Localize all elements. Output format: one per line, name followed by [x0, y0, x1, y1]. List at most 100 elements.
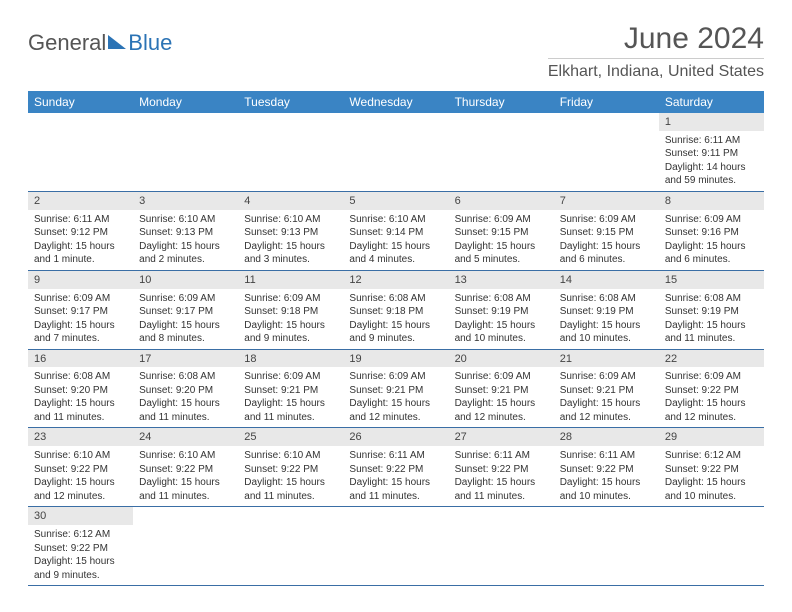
daylight-text: Daylight: 15 hours and 11 minutes. — [349, 476, 442, 503]
calendar-week: 16Sunrise: 6:08 AMSunset: 9:20 PMDayligh… — [28, 350, 764, 429]
sunset-text: Sunset: 9:14 PM — [349, 226, 442, 240]
weekday-label: Sunday — [28, 91, 133, 113]
day-body: Sunrise: 6:09 AMSunset: 9:21 PMDaylight:… — [554, 367, 659, 427]
sunrise-text: Sunrise: 6:09 AM — [244, 370, 337, 384]
sunrise-text: Sunrise: 6:09 AM — [665, 213, 758, 227]
calendar-day: 8Sunrise: 6:09 AMSunset: 9:16 PMDaylight… — [659, 192, 764, 270]
sunset-text: Sunset: 9:15 PM — [560, 226, 653, 240]
sunset-text: Sunset: 9:12 PM — [34, 226, 127, 240]
location-label: Elkhart, Indiana, United States — [548, 58, 764, 81]
day-body: Sunrise: 6:11 AMSunset: 9:22 PMDaylight:… — [449, 446, 554, 506]
daylight-text: Daylight: 15 hours and 4 minutes. — [349, 240, 442, 267]
day-number: 13 — [449, 271, 554, 289]
daylight-text: Daylight: 15 hours and 6 minutes. — [560, 240, 653, 267]
day-number: 4 — [238, 192, 343, 210]
sunrise-text: Sunrise: 6:09 AM — [139, 292, 232, 306]
sunset-text: Sunset: 9:21 PM — [244, 384, 337, 398]
calendar-day: 6Sunrise: 6:09 AMSunset: 9:15 PMDaylight… — [449, 192, 554, 270]
calendar-day-empty — [554, 507, 659, 585]
sunset-text: Sunset: 9:20 PM — [139, 384, 232, 398]
calendar-day: 3Sunrise: 6:10 AMSunset: 9:13 PMDaylight… — [133, 192, 238, 270]
day-number: 14 — [554, 271, 659, 289]
calendar-week: 9Sunrise: 6:09 AMSunset: 9:17 PMDaylight… — [28, 271, 764, 350]
day-number: 16 — [28, 350, 133, 368]
day-body: Sunrise: 6:11 AMSunset: 9:22 PMDaylight:… — [343, 446, 448, 506]
day-body: Sunrise: 6:09 AMSunset: 9:15 PMDaylight:… — [449, 210, 554, 270]
day-body: Sunrise: 6:10 AMSunset: 9:22 PMDaylight:… — [133, 446, 238, 506]
day-number: 24 — [133, 428, 238, 446]
day-number: 27 — [449, 428, 554, 446]
sunrise-text: Sunrise: 6:09 AM — [560, 213, 653, 227]
sunset-text: Sunset: 9:19 PM — [560, 305, 653, 319]
daylight-text: Daylight: 15 hours and 11 minutes. — [34, 397, 127, 424]
day-body: Sunrise: 6:09 AMSunset: 9:17 PMDaylight:… — [133, 289, 238, 349]
calendar-day: 15Sunrise: 6:08 AMSunset: 9:19 PMDayligh… — [659, 271, 764, 349]
page-header: General Blue June 2024 Elkhart, Indiana,… — [28, 22, 764, 81]
daylight-text: Daylight: 15 hours and 12 minutes. — [349, 397, 442, 424]
day-body: Sunrise: 6:08 AMSunset: 9:19 PMDaylight:… — [554, 289, 659, 349]
month-title: June 2024 — [548, 22, 764, 56]
day-body: Sunrise: 6:12 AMSunset: 9:22 PMDaylight:… — [28, 525, 133, 585]
calendar-day: 26Sunrise: 6:11 AMSunset: 9:22 PMDayligh… — [343, 428, 448, 506]
sunset-text: Sunset: 9:22 PM — [34, 542, 127, 556]
calendar-day: 13Sunrise: 6:08 AMSunset: 9:19 PMDayligh… — [449, 271, 554, 349]
weekday-label: Thursday — [449, 91, 554, 113]
calendar-day-empty — [238, 507, 343, 585]
sunset-text: Sunset: 9:15 PM — [455, 226, 548, 240]
daylight-text: Daylight: 15 hours and 10 minutes. — [665, 476, 758, 503]
calendar-day: 23Sunrise: 6:10 AMSunset: 9:22 PMDayligh… — [28, 428, 133, 506]
calendar-day: 21Sunrise: 6:09 AMSunset: 9:21 PMDayligh… — [554, 350, 659, 428]
daylight-text: Daylight: 15 hours and 12 minutes. — [34, 476, 127, 503]
sunrise-text: Sunrise: 6:09 AM — [34, 292, 127, 306]
sunset-text: Sunset: 9:11 PM — [665, 147, 758, 161]
daylight-text: Daylight: 15 hours and 6 minutes. — [665, 240, 758, 267]
calendar-day: 1 Sunrise: 6:11 AMSunset: 9:11 PMDaylight… — [659, 113, 764, 191]
daylight-text: Daylight: 15 hours and 9 minutes. — [244, 319, 337, 346]
sunrise-text: Sunrise: 6:09 AM — [665, 370, 758, 384]
calendar-day: 16Sunrise: 6:08 AMSunset: 9:20 PMDayligh… — [28, 350, 133, 428]
sunset-text: Sunset: 9:19 PM — [665, 305, 758, 319]
calendar-day-empty — [554, 113, 659, 191]
calendar-day-empty — [449, 113, 554, 191]
day-number: 19 — [343, 350, 448, 368]
day-number: 6 — [449, 192, 554, 210]
weekday-header: Sunday Monday Tuesday Wednesday Thursday… — [28, 91, 764, 113]
day-number: 28 — [554, 428, 659, 446]
day-body: Sunrise: 6:09 AMSunset: 9:17 PMDaylight:… — [28, 289, 133, 349]
sunrise-text: Sunrise: 6:08 AM — [349, 292, 442, 306]
daylight-text: Daylight: 14 hours and 59 minutes. — [665, 161, 758, 188]
day-number: 3 — [133, 192, 238, 210]
day-number: 9 — [28, 271, 133, 289]
day-number: 17 — [133, 350, 238, 368]
calendar-week: 23Sunrise: 6:10 AMSunset: 9:22 PMDayligh… — [28, 428, 764, 507]
brand-part1: General — [28, 30, 106, 56]
calendar-page: General Blue June 2024 Elkhart, Indiana,… — [0, 0, 792, 596]
calendar-day: 30Sunrise: 6:12 AMSunset: 9:22 PMDayligh… — [28, 507, 133, 585]
sunrise-text: Sunrise: 6:08 AM — [455, 292, 548, 306]
sunset-text: Sunset: 9:22 PM — [349, 463, 442, 477]
sunrise-text: Sunrise: 6:08 AM — [560, 292, 653, 306]
day-number: 12 — [343, 271, 448, 289]
weekday-label: Friday — [554, 91, 659, 113]
daylight-text: Daylight: 15 hours and 7 minutes. — [34, 319, 127, 346]
sunset-text: Sunset: 9:21 PM — [455, 384, 548, 398]
sunrise-text: Sunrise: 6:11 AM — [665, 134, 758, 148]
calendar-week: 30Sunrise: 6:12 AMSunset: 9:22 PMDayligh… — [28, 507, 764, 586]
sunrise-text: Sunrise: 6:10 AM — [139, 213, 232, 227]
day-body: Sunrise: 6:08 AMSunset: 9:19 PMDaylight:… — [659, 289, 764, 349]
day-body: Sunrise: 6:09 AMSunset: 9:16 PMDaylight:… — [659, 210, 764, 270]
daylight-text: Daylight: 15 hours and 11 minutes. — [244, 397, 337, 424]
sunrise-text: Sunrise: 6:12 AM — [665, 449, 758, 463]
day-number: 1 — [659, 113, 764, 131]
sunset-text: Sunset: 9:22 PM — [455, 463, 548, 477]
day-number: 21 — [554, 350, 659, 368]
daylight-text: Daylight: 15 hours and 9 minutes. — [34, 555, 127, 582]
calendar-day: 19Sunrise: 6:09 AMSunset: 9:21 PMDayligh… — [343, 350, 448, 428]
weekday-label: Saturday — [659, 91, 764, 113]
daylight-text: Daylight: 15 hours and 12 minutes. — [455, 397, 548, 424]
weeks-container: 1Sunrise: 6:11 AMSunset: 9:11 PMDaylight… — [28, 113, 764, 586]
day-body: Sunrise: 6:09 AMSunset: 9:18 PMDaylight:… — [238, 289, 343, 349]
sunrise-text: Sunrise: 6:09 AM — [349, 370, 442, 384]
daylight-text: Daylight: 15 hours and 12 minutes. — [560, 397, 653, 424]
sunset-text: Sunset: 9:22 PM — [34, 463, 127, 477]
